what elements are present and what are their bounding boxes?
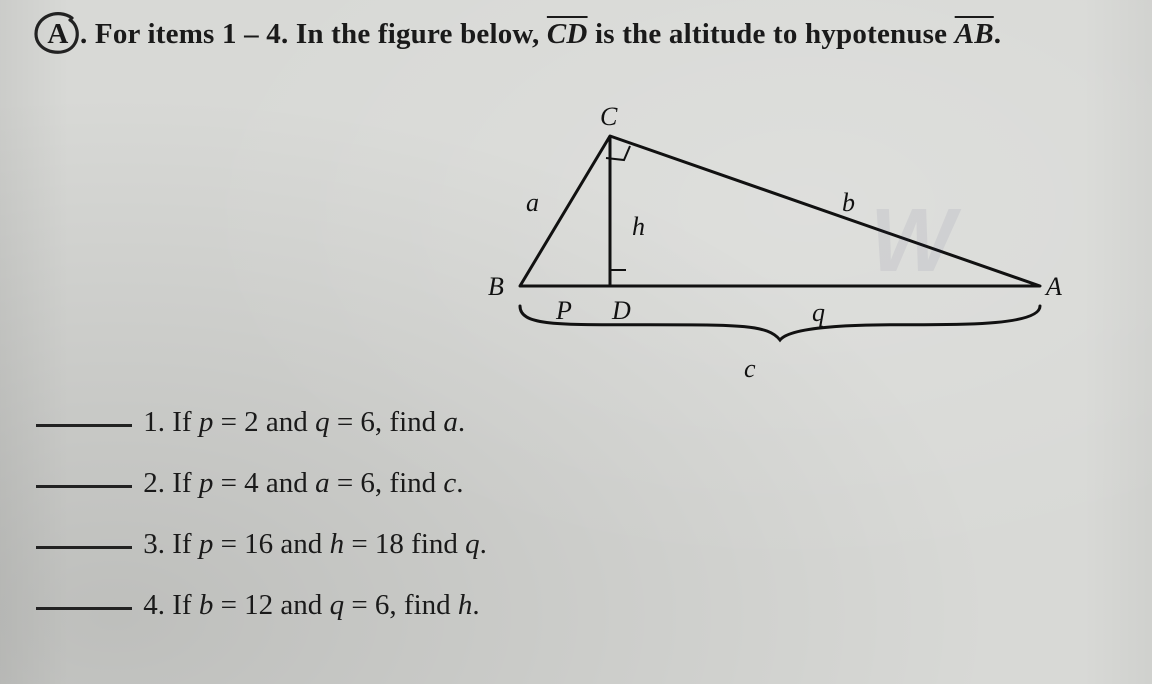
header-text-3: . [994, 18, 1001, 50]
question-number: 3. [143, 528, 172, 560]
triangle-figure: Ca b h B A P Dq c [480, 96, 1100, 386]
question-row: 1. If p = 2 and q = 6, find a. [36, 408, 487, 437]
figure-label-D: D [612, 296, 631, 326]
segment-cd: CD [547, 18, 588, 50]
answer-blank[interactable] [36, 607, 132, 610]
header-text-1: . For items 1 – 4. In the figure below, [80, 18, 547, 50]
question-row: 4. If b = 12 and q = 6, find h. [36, 591, 487, 620]
figure-label-C: C [600, 102, 617, 132]
question-body: If p = 2 and q = 6, find a. [172, 406, 465, 438]
question-body: If p = 4 and a = 6, find c. [172, 467, 463, 499]
question-list: 1. If p = 2 and q = 6, find a. 2. If p =… [36, 408, 487, 652]
figure-label-b: b [842, 188, 855, 218]
answer-blank[interactable] [36, 485, 132, 488]
question-body: If b = 12 and q = 6, find h. [172, 589, 479, 621]
figure-label-B: B [488, 272, 504, 302]
question-body: If p = 16 and h = 18 find q. [172, 528, 487, 560]
figure-label-h: h [632, 212, 645, 242]
worksheet-page: { "header": { "section_letter": "A", "te… [0, 0, 1152, 684]
section-header: A . For items 1 – 4. In the figure below… [36, 18, 1132, 51]
answer-blank[interactable] [36, 546, 132, 549]
figure-label-P: P [556, 296, 572, 326]
hand-circle-icon [30, 10, 82, 58]
question-row: 2. If p = 4 and a = 6, find c. [36, 469, 487, 498]
triangle-svg [480, 96, 1100, 386]
section-letter-badge: A [36, 18, 80, 51]
question-number: 1. [143, 406, 172, 438]
question-number: 4. [143, 589, 172, 621]
segment-ab: AB [955, 18, 994, 50]
figure-label-q: q [812, 298, 825, 328]
question-row: 3. If p = 16 and h = 18 find q. [36, 530, 487, 559]
figure-label-A: A [1046, 272, 1062, 302]
figure-label-c: c [744, 354, 756, 384]
header-text-2: is the altitude to hypotenuse [588, 18, 955, 50]
figure-label-a: a [526, 188, 539, 218]
question-number: 2. [143, 467, 172, 499]
answer-blank[interactable] [36, 424, 132, 427]
